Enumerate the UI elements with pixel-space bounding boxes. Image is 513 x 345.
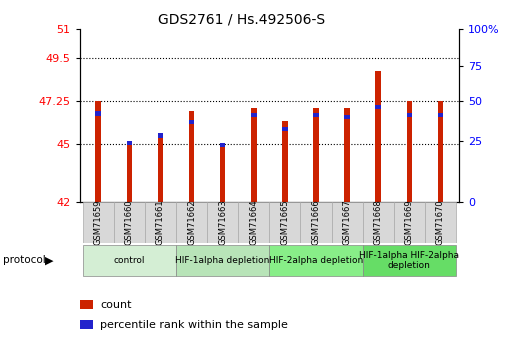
Bar [189,111,194,202]
Bar [313,108,319,202]
Bar [95,111,101,116]
FancyBboxPatch shape [238,202,269,243]
Bar [127,144,132,202]
Bar [282,127,288,131]
Bar [438,101,443,202]
FancyBboxPatch shape [176,202,207,243]
Bar [220,144,225,202]
Bar [344,108,350,202]
Text: ▶: ▶ [45,256,53,265]
Bar [157,134,163,138]
Bar [189,120,194,124]
Text: GSM71664: GSM71664 [249,200,258,245]
Bar [127,141,132,145]
FancyBboxPatch shape [269,245,363,276]
Bar [220,143,225,147]
Text: HIF-2alpha depletion: HIF-2alpha depletion [269,256,363,265]
FancyBboxPatch shape [363,245,456,276]
FancyBboxPatch shape [207,202,238,243]
Text: GSM71668: GSM71668 [374,200,383,245]
Bar [80,300,93,309]
Text: control: control [113,256,145,265]
Bar [251,113,256,118]
FancyBboxPatch shape [269,202,301,243]
Text: HIF-1alpha HIF-2alpha
depletion: HIF-1alpha HIF-2alpha depletion [359,251,459,270]
Bar [376,71,381,202]
Text: GSM71661: GSM71661 [156,200,165,245]
Text: GSM71659: GSM71659 [94,200,103,245]
Text: GSM71663: GSM71663 [218,200,227,245]
Text: percentile rank within the sample: percentile rank within the sample [100,319,288,329]
Bar [376,105,381,109]
Text: GSM71667: GSM71667 [343,200,351,245]
FancyBboxPatch shape [301,202,331,243]
Text: protocol: protocol [3,256,45,265]
Bar [157,134,163,202]
FancyBboxPatch shape [394,202,425,243]
Text: GSM71666: GSM71666 [311,200,321,245]
FancyBboxPatch shape [114,202,145,243]
Text: GSM71670: GSM71670 [436,200,445,245]
FancyBboxPatch shape [83,245,176,276]
Bar [282,121,288,202]
Bar [80,320,93,329]
Bar [344,115,350,119]
Text: GDS2761 / Hs.492506-S: GDS2761 / Hs.492506-S [157,12,325,26]
Bar [438,113,443,118]
Text: count: count [100,299,131,309]
Text: GSM71662: GSM71662 [187,200,196,245]
FancyBboxPatch shape [425,202,456,243]
FancyBboxPatch shape [363,202,394,243]
Bar [406,113,412,118]
Text: HIF-1alpha depletion: HIF-1alpha depletion [175,256,270,265]
Bar [95,101,101,202]
FancyBboxPatch shape [176,245,269,276]
Bar [406,101,412,202]
Bar [251,108,256,202]
Text: GSM71669: GSM71669 [405,200,414,245]
FancyBboxPatch shape [331,202,363,243]
Text: GSM71660: GSM71660 [125,200,134,245]
Bar [313,113,319,118]
FancyBboxPatch shape [83,202,114,243]
Text: GSM71665: GSM71665 [281,200,289,245]
FancyBboxPatch shape [145,202,176,243]
